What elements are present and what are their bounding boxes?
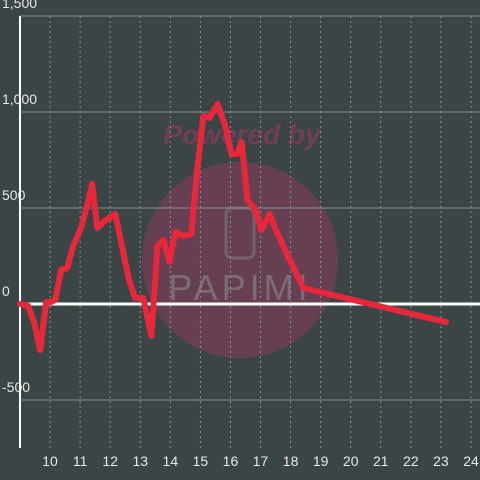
- x-tick-label: 17: [253, 453, 269, 469]
- x-tick-label: 23: [433, 453, 449, 469]
- x-tick-label: 15: [193, 453, 209, 469]
- x-tick-label: 16: [223, 453, 239, 469]
- y-tick-label: 0: [2, 283, 10, 299]
- x-tick-label: 13: [132, 453, 148, 469]
- y-tick-label: 1,500: [2, 0, 37, 11]
- y-tick-label: -500: [2, 379, 30, 395]
- x-tick-label: 22: [403, 453, 419, 469]
- watermark-text: PAPIMI: [168, 267, 311, 308]
- x-tick-label: 11: [73, 453, 88, 469]
- data-line: [17, 100, 450, 354]
- x-tick-label: 14: [163, 453, 179, 469]
- x-tick-label: 10: [42, 453, 58, 469]
- y-tick-label: 500: [2, 187, 26, 203]
- x-tick-label: 20: [343, 453, 359, 469]
- x-tick-label: 21: [373, 453, 389, 469]
- x-tick-label: 12: [102, 453, 118, 469]
- x-tick-label: 24: [463, 453, 479, 469]
- x-tick-label: 18: [283, 453, 299, 469]
- x-tick-label: 19: [313, 453, 329, 469]
